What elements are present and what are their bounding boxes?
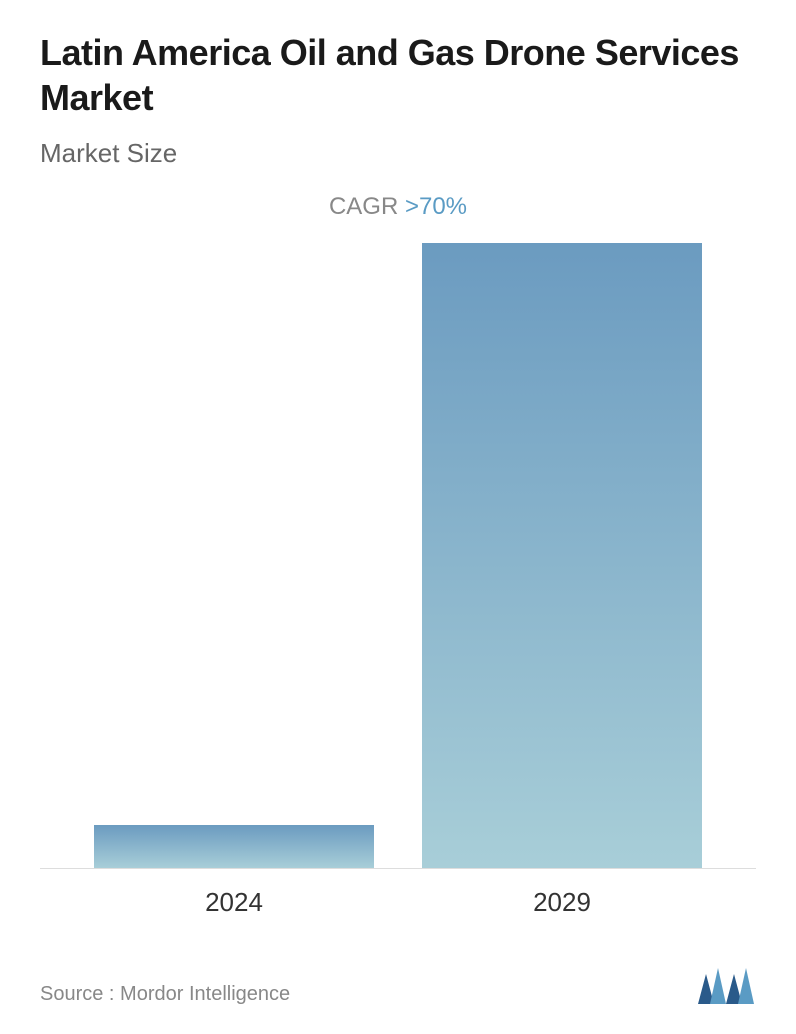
bar-label-2024: 2024 [94,887,374,918]
bar-label-2029: 2029 [422,887,702,918]
cagr-label: CAGR >70% [40,193,756,221]
source-label: Source : [40,983,114,1005]
cagr-text: CAGR [329,193,398,220]
subtitle: Market Size [40,138,756,169]
bar-2029 [422,243,702,868]
bar-container-2029 [422,243,702,868]
bar-2024 [94,825,374,868]
cagr-value: >70% [405,193,467,220]
page-title: Latin America Oil and Gas Drone Services… [40,30,756,120]
bar-chart [40,229,756,869]
source-text: Source : Mordor Intelligence [40,983,290,1006]
mordor-logo-icon [696,966,756,1006]
footer: Source : Mordor Intelligence [40,966,756,1006]
source-name: Mordor Intelligence [120,983,290,1005]
x-axis-labels: 2024 2029 [40,869,756,918]
bar-container-2024 [94,825,374,868]
